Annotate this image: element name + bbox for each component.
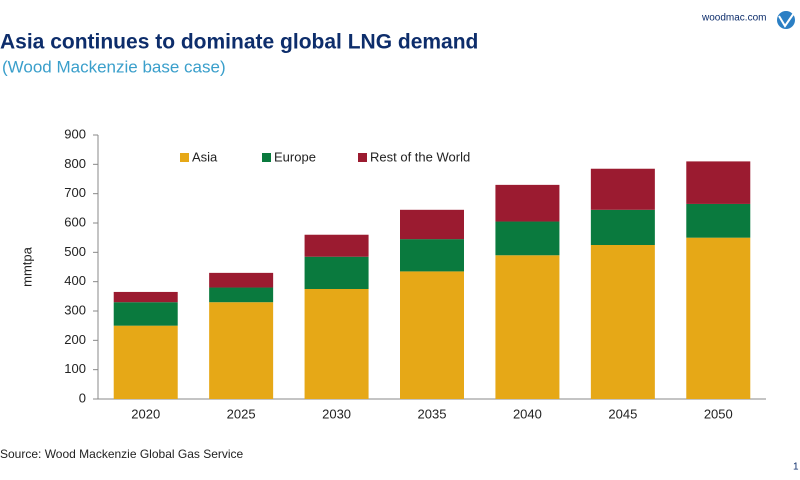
- y-tick-label: 0: [79, 390, 86, 405]
- bar-segment: [400, 209, 464, 240]
- x-tick-label: 2025: [227, 406, 256, 421]
- x-tick-label: 2045: [608, 406, 637, 421]
- chart-subtitle: (Wood Mackenzie base case): [2, 57, 226, 76]
- bar-segment: [113, 325, 178, 399]
- y-tick-label: 900: [64, 126, 86, 141]
- bar-segment: [113, 291, 178, 303]
- bar-segment: [304, 234, 369, 257]
- legend-swatch: [180, 153, 189, 162]
- y-tick-label: 700: [64, 185, 86, 200]
- page-number: 1: [793, 462, 799, 473]
- bar-segment: [495, 221, 560, 256]
- bar-segment: [686, 237, 751, 399]
- y-tick-label: 100: [64, 361, 86, 376]
- chart-title: Asia continues to dominate global LNG de…: [0, 31, 478, 54]
- bar-segment: [400, 239, 464, 272]
- y-tick-label: 800: [64, 156, 86, 171]
- y-tick-label: 200: [64, 332, 86, 347]
- x-tick-label: 2035: [418, 406, 447, 421]
- y-tick-label: 500: [64, 244, 86, 259]
- bar-segment: [590, 209, 655, 245]
- x-tick-label: 2040: [513, 406, 542, 421]
- y-axis-label: mmtpa: [19, 246, 34, 287]
- bar-segment: [304, 256, 369, 289]
- site-link[interactable]: woodmac.com: [701, 13, 766, 24]
- bar-segment: [495, 184, 560, 222]
- legend-label: Asia: [192, 149, 218, 164]
- x-tick-label: 2050: [704, 406, 733, 421]
- y-tick-label: 400: [64, 273, 86, 288]
- bar-segment: [686, 161, 751, 204]
- legend-label: Europe: [274, 149, 316, 164]
- bar-segment: [209, 287, 274, 303]
- logo: [777, 11, 795, 29]
- bar-segment: [209, 272, 274, 288]
- bar-segment: [495, 255, 560, 399]
- bar-segment: [590, 168, 655, 210]
- y-tick-label: 300: [64, 302, 86, 317]
- legend-swatch: [358, 153, 367, 162]
- bar-segment: [304, 289, 369, 399]
- source-note: Source: Wood Mackenzie Global Gas Servic…: [0, 447, 244, 461]
- x-tick-label: 2030: [322, 406, 351, 421]
- legend-label: Rest of the World: [370, 149, 470, 164]
- legend-swatch: [262, 153, 271, 162]
- bar-segment: [209, 302, 274, 399]
- bar-segment: [400, 271, 464, 399]
- bar-segment: [686, 203, 751, 238]
- y-tick-label: 600: [64, 214, 86, 229]
- bar-segment: [113, 302, 178, 326]
- bar-segment: [590, 245, 655, 399]
- x-tick-label: 2020: [131, 406, 160, 421]
